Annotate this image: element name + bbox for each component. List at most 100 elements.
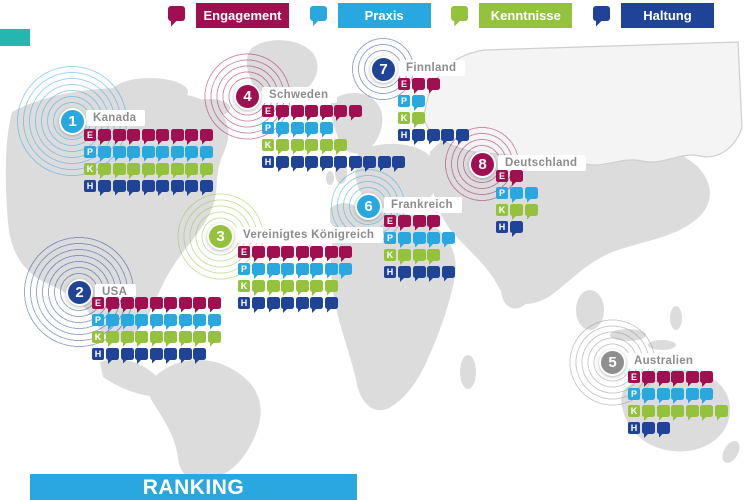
speech-bubble-icon <box>441 232 455 244</box>
score-row-h: H <box>628 422 729 434</box>
category-key-label: K <box>496 204 508 216</box>
category-key-label: H <box>628 422 640 434</box>
country-label: Kanada <box>86 110 146 126</box>
map-indonesia <box>610 329 646 341</box>
speech-bubble-icon <box>656 371 670 383</box>
speech-bubble-icon <box>363 156 376 168</box>
speech-bubble-icon <box>348 105 362 117</box>
speech-bubble-icon <box>295 297 309 309</box>
speech-bubble-icon <box>252 297 265 309</box>
speech-bubble-icon <box>305 156 318 168</box>
speech-bubble-icon <box>170 163 184 175</box>
category-key-label: H <box>238 297 250 309</box>
speech-bubble-icon <box>510 221 523 233</box>
speech-bubble-icon <box>170 146 184 158</box>
speech-bubble-icon <box>135 348 148 360</box>
category-key-label: P <box>238 263 250 275</box>
category-key-label: E <box>84 129 96 141</box>
speech-bubble-icon <box>510 204 523 216</box>
speech-bubble-icon <box>348 156 362 168</box>
legend-item-engagement: Engagement <box>168 2 289 28</box>
score-row-h: H <box>262 156 407 168</box>
speech-bubble-icon <box>106 331 119 343</box>
score-row-e: E <box>398 78 470 90</box>
speech-bubble-icon <box>266 280 280 292</box>
speech-bubble-icon <box>127 180 140 192</box>
speech-bubble-icon <box>178 348 192 360</box>
speech-bubble-icon <box>319 139 333 151</box>
category-key-label: P <box>84 146 96 158</box>
speech-bubble-icon <box>685 388 699 400</box>
speech-bubble-icon <box>141 163 155 175</box>
rank-badge: 6 <box>355 193 382 220</box>
rank-badge: 8 <box>469 151 496 178</box>
speech-bubble-icon <box>339 246 352 258</box>
speech-bubble-icon <box>106 297 119 309</box>
country-label: Finnland <box>399 60 466 76</box>
map-new-zealand <box>722 441 740 463</box>
speech-bubble-icon <box>642 405 655 417</box>
speech-bubble-icon <box>120 297 134 309</box>
score-row-p: P <box>384 232 456 244</box>
speech-bubble-icon <box>309 5 327 21</box>
speech-bubble-icon <box>412 112 425 124</box>
speech-bubble-icon <box>112 163 126 175</box>
speech-bubble-icon <box>127 129 140 141</box>
category-key-label: P <box>398 95 410 107</box>
country-label: Schweden <box>262 87 338 103</box>
country-label: Vereinigtes Königreich <box>236 227 384 243</box>
speech-bubble-icon <box>98 146 111 158</box>
speech-bubble-icon <box>164 297 177 309</box>
speech-bubble-icon <box>305 105 318 117</box>
score-row-h: H <box>398 129 470 141</box>
map-africa <box>330 212 456 411</box>
map-central-america <box>100 359 162 396</box>
speech-bubble-icon <box>392 156 405 168</box>
speech-bubble-icon <box>412 215 426 227</box>
speech-bubble-icon <box>377 156 391 168</box>
speech-bubble-icon <box>510 170 523 182</box>
score-row-p: P <box>92 314 222 326</box>
score-row-p: P <box>398 95 470 107</box>
category-key-label: K <box>238 280 250 292</box>
speech-bubble-icon <box>290 122 304 134</box>
speech-bubble-icon <box>339 263 352 275</box>
legend-item-haltung: Haltung <box>592 2 714 28</box>
speech-bubble-icon <box>127 146 140 158</box>
score-row-p: P <box>496 187 539 199</box>
speech-bubble-icon <box>98 163 111 175</box>
category-key-label: P <box>628 388 640 400</box>
category-key-label: K <box>384 249 396 261</box>
speech-bubble-icon <box>451 5 469 21</box>
speech-bubble-icon <box>178 331 192 343</box>
score-row-k: K <box>262 139 407 151</box>
score-row-h: H <box>238 297 354 309</box>
speech-bubble-icon <box>426 129 440 141</box>
speech-bubble-icon <box>656 388 670 400</box>
speech-bubble-icon <box>656 422 670 434</box>
map-greenland <box>246 40 318 97</box>
speech-bubble-icon <box>141 146 155 158</box>
speech-bubble-icon <box>324 263 338 275</box>
score-row-k: K <box>84 163 214 175</box>
speech-bubble-icon <box>266 297 280 309</box>
speech-bubble-icon <box>199 129 213 141</box>
speech-bubble-icon <box>156 146 169 158</box>
speech-bubble-icon <box>412 78 425 90</box>
ranking-title-bar: RANKING <box>30 474 357 500</box>
speech-bubble-icon <box>281 280 294 292</box>
category-key-label: P <box>262 122 274 134</box>
speech-bubble-icon <box>207 297 221 309</box>
score-row-k: K <box>398 112 470 124</box>
speech-bubble-icon <box>193 348 206 360</box>
speech-bubble-icon <box>252 246 265 258</box>
legend-item-praxis: Praxis <box>309 2 431 28</box>
speech-bubble-icon <box>156 163 169 175</box>
